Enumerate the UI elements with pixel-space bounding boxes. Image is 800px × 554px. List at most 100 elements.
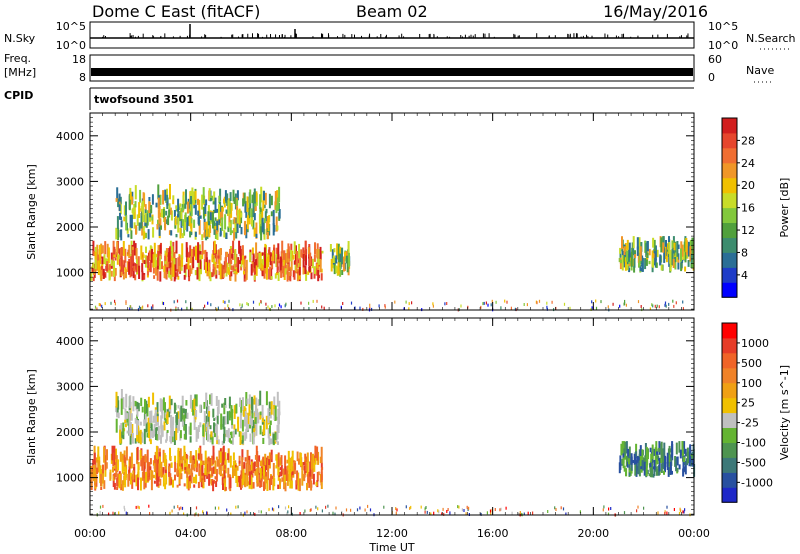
power-cell [190, 218, 193, 228]
velocity-cell [288, 505, 290, 509]
velocity-cell [180, 405, 183, 422]
power-cell [170, 210, 173, 221]
velocity-colorbar-swatch [722, 367, 737, 384]
power-cell [138, 305, 141, 309]
power-cell [295, 266, 298, 273]
velocity-cell [235, 505, 237, 509]
power-cell [201, 254, 204, 260]
power-cell [108, 264, 111, 274]
power-cell [123, 260, 126, 268]
power-cell [245, 211, 248, 218]
velocity-cell [219, 469, 222, 476]
velocity-cell [241, 435, 244, 443]
power-cell [153, 275, 156, 279]
freq-bottom-tick: 8 [79, 71, 86, 84]
power-cell [674, 257, 677, 263]
velocity-cell [208, 473, 211, 486]
velocity-cell [159, 398, 162, 411]
power-cell [188, 265, 191, 277]
power-cell [165, 271, 168, 280]
velocity-cell [286, 474, 289, 486]
power-cell [237, 210, 240, 223]
power-cell [307, 247, 310, 255]
velocity-cell [182, 408, 185, 414]
power-cell [623, 246, 626, 256]
velocity-cell [310, 460, 313, 470]
power-cell [624, 243, 627, 252]
velocity-cell [316, 446, 319, 461]
power-cell [267, 305, 269, 309]
velocity-cell [92, 459, 95, 471]
power-cell [159, 194, 162, 205]
power-cell [624, 299, 626, 303]
velocity-cell [125, 446, 128, 461]
velocity-cell [211, 436, 214, 445]
power-cell [248, 218, 251, 225]
power-cell [618, 257, 621, 263]
power-cell [223, 198, 225, 204]
power-cell [305, 269, 308, 281]
power-cell [648, 248, 651, 256]
velocity-cell [127, 414, 130, 426]
velocity-cell [96, 467, 99, 474]
velocity-cell [607, 512, 610, 516]
velocity-cell [215, 417, 217, 420]
power-cell [147, 258, 150, 268]
velocity-cell [207, 413, 210, 425]
velocity-cell [252, 482, 255, 489]
velocity-cell [505, 506, 507, 510]
power-cell [169, 274, 172, 279]
power-cells [90, 184, 695, 312]
power-cell [203, 232, 206, 238]
power-cell [623, 258, 626, 268]
power-cell [242, 198, 245, 207]
velocity-cell [149, 428, 152, 440]
velocity-cell [165, 432, 168, 441]
nsearch-top-tick: 10^5 [708, 20, 738, 33]
power-cell [188, 276, 191, 282]
velocity-cell [184, 467, 187, 470]
power-cell [158, 223, 161, 236]
velocity-cell [275, 454, 278, 461]
velocity-cell [135, 474, 138, 487]
velocity-cell [246, 398, 249, 405]
velocity-cell [150, 475, 153, 491]
velocity-cell [335, 506, 337, 510]
velocity-cell [209, 458, 212, 471]
power-cell [266, 216, 269, 224]
velocity-cell [252, 462, 255, 474]
velocity-cell [114, 512, 116, 516]
velocity-cell [241, 478, 244, 486]
power-cell [569, 306, 571, 310]
velocity-cell [153, 460, 156, 472]
velocity-cell [202, 480, 205, 485]
power-cell [208, 221, 211, 226]
velocity-cell [282, 469, 285, 482]
velocity-cell [179, 430, 182, 439]
power-cell [298, 266, 301, 276]
velocity-cell [124, 474, 127, 488]
velocity-cell [305, 456, 308, 463]
velocity-cell [132, 470, 135, 480]
velocity-cell [689, 446, 692, 454]
cpid-label: CPID [4, 89, 33, 102]
velocity-cell [169, 511, 171, 515]
power-cell [270, 195, 273, 206]
power-cell [651, 303, 653, 307]
velocity-cell [277, 452, 280, 467]
power-cell [181, 207, 183, 212]
power-cell [166, 194, 169, 201]
power-cell [320, 273, 323, 281]
velocity-cell [207, 460, 210, 473]
velocity-colorbar-swatch [722, 337, 737, 354]
velocity-cell [310, 508, 312, 512]
velocity-cell [241, 419, 244, 432]
velocity-cell [653, 469, 656, 476]
power-cell [125, 215, 128, 231]
power-cell [224, 307, 226, 311]
power-cell [243, 259, 246, 270]
power-y-label: Slant Range [km] [25, 164, 38, 260]
power-cell [198, 220, 201, 235]
power-cell [654, 304, 656, 308]
power-cell [114, 268, 117, 276]
